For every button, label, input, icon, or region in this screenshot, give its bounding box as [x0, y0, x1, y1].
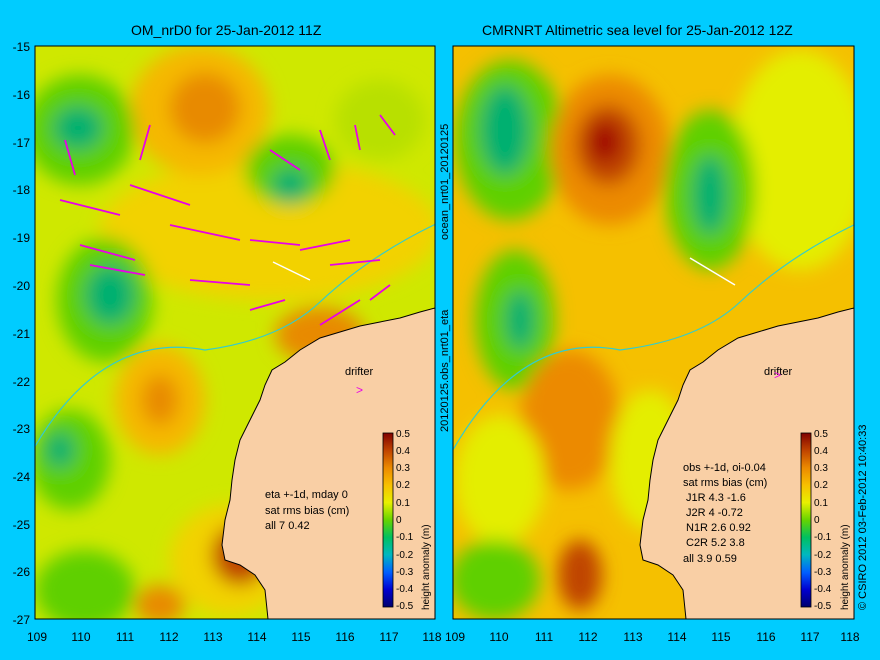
y-tick: -23	[13, 422, 31, 436]
y-tick: -26	[13, 565, 31, 579]
right-colorbar: 0.5 0.4 0.3 0.2 0.1 0 -0.1 -0.2 -0.3 -0.…	[800, 429, 851, 612]
right-cb-tick: -0.3	[814, 567, 832, 578]
right-drifter-label: drifter	[764, 366, 792, 378]
left-map-title: OM_nrD0 for 25-Jan-2012 11Z	[131, 22, 322, 38]
x-tick: 114	[667, 630, 686, 644]
right-map: drifter > obs +-1d, oi-0.04 sat rms bias…	[453, 46, 854, 619]
right-transect-line	[689, 257, 736, 286]
right-stats-row: N1R 2.6 0.92	[686, 522, 751, 534]
right-shelf-contour	[453, 224, 854, 452]
x-tick: 110	[489, 630, 508, 644]
y-tick: -21	[13, 327, 31, 341]
right-cb-tick: 0.1	[814, 498, 828, 509]
right-stats-line-1: obs +-1d, oi-0.04	[683, 462, 766, 474]
left-cb-tick: -0.1	[396, 532, 414, 543]
x-tick: 118	[840, 630, 859, 644]
x-tick: 112	[578, 630, 597, 644]
left-colorbar: 0.5 0.4 0.3 0.2 0.1 0 -0.1 -0.2 -0.3 -0.…	[382, 429, 432, 612]
left-cb-tick: 0.5	[396, 429, 410, 440]
right-cb-tick: 0	[814, 515, 820, 526]
copyright-label: © CSIRO 2012 03-Feb-2012 10:40:33	[857, 425, 869, 610]
right-cb-tick: 0.4	[814, 446, 828, 457]
y-tick: -18	[13, 183, 31, 197]
x-tick: 117	[379, 630, 398, 644]
x-tick: 115	[711, 630, 730, 644]
right-map-title: CMRNRT Altimetric sea level for 25-Jan-2…	[482, 22, 793, 38]
x-tick: 111	[535, 630, 554, 644]
left-colorbar-label: height anomaly (m)	[421, 524, 432, 610]
x-tick: 116	[756, 630, 775, 644]
y-tick: -16	[13, 88, 31, 102]
left-drifter: drifter >	[345, 366, 373, 397]
right-colorbar-label: height anomaly (m)	[840, 524, 851, 610]
obs-run-label: 20120125.obs_nrt01_eta	[439, 309, 451, 432]
right-stats-row: all 3.9 0.59	[683, 553, 737, 565]
y-tick: -19	[13, 231, 31, 245]
left-drifter-arrow: >	[356, 383, 363, 397]
left-stats-box: eta +-1d, mday 0 sat rms bias (cm) all 7…	[265, 489, 349, 532]
x-tick: 113	[203, 630, 222, 644]
left-stats-line-2: sat rms bias (cm)	[265, 505, 349, 517]
right-stats-row: J2R 4 -0.72	[686, 507, 743, 519]
right-stats-row: C2R 5.2 3.8	[686, 537, 745, 549]
left-cb-tick: -0.2	[396, 550, 414, 561]
left-stats-line-1: eta +-1d, mday 0	[265, 489, 348, 501]
left-cb-tick: -0.3	[396, 567, 414, 578]
left-cb-tick: 0	[396, 515, 402, 526]
left-map-frame	[34, 45, 436, 620]
x-tick: 110	[71, 630, 90, 644]
left-map: drifter > eta +-1d, mday 0 sat rms bias …	[35, 46, 435, 619]
left-transect-line	[272, 261, 311, 281]
y-tick: -20	[13, 279, 31, 293]
x-tick: 109	[445, 630, 465, 644]
x-tick: 109	[27, 630, 47, 644]
x-tick: 112	[159, 630, 178, 644]
right-x-axis-labels: 109 110 111 112 113 114 115 116 117 118	[445, 630, 860, 644]
x-tick: 113	[623, 630, 642, 644]
right-cb-tick: -0.2	[814, 550, 832, 561]
y-tick: -22	[13, 375, 31, 389]
y-axis-labels: -15 -16 -17 -18 -19 -20 -21 -22 -23 -24 …	[13, 40, 31, 627]
x-tick: 115	[291, 630, 310, 644]
left-x-axis-labels: 109 110 111 112 113 114 115 116 117 118	[27, 630, 442, 644]
left-cb-tick: -0.4	[396, 584, 414, 595]
right-cb-tick: 0.3	[814, 463, 828, 474]
left-drifter-label: drifter	[345, 366, 373, 378]
left-cb-tick: 0.1	[396, 498, 410, 509]
right-cb-tick: 0.5	[814, 429, 828, 440]
right-cb-tick: -0.1	[814, 532, 832, 543]
x-tick: 118	[422, 630, 441, 644]
x-tick: 117	[800, 630, 819, 644]
right-drifter-arrow: >	[774, 368, 781, 382]
right-stats-line-2: sat rms bias (cm)	[683, 477, 767, 489]
left-stats-line-3: all 7 0.42	[265, 520, 310, 532]
right-cb-tick: -0.4	[814, 584, 832, 595]
left-cb-tick: 0.4	[396, 446, 410, 457]
y-tick: -15	[13, 40, 31, 54]
right-anomaly-field	[453, 50, 854, 619]
x-tick: 111	[116, 630, 135, 644]
right-coastline-land	[639, 307, 854, 619]
right-map-frame	[452, 45, 855, 620]
right-stats-row: J1R 4.3 -1.6	[686, 492, 746, 504]
current-arrows	[59, 114, 396, 326]
y-tick: -24	[13, 470, 31, 484]
y-tick: -27	[13, 613, 31, 627]
model-run-label: ocean_nrt01_20120125	[439, 124, 451, 240]
x-tick: 116	[335, 630, 354, 644]
right-cb-tick: -0.5	[814, 601, 832, 612]
left-cb-tick: 0.2	[396, 480, 410, 491]
y-tick: -25	[13, 518, 31, 532]
right-cb-tick: 0.2	[814, 480, 828, 491]
x-tick: 114	[247, 630, 266, 644]
left-cb-tick: -0.5	[396, 601, 414, 612]
right-stats-box: obs +-1d, oi-0.04 sat rms bias (cm) J1R …	[683, 462, 767, 565]
left-cb-tick: 0.3	[396, 463, 410, 474]
y-tick: -17	[13, 136, 31, 150]
left-coastline-land	[221, 307, 435, 619]
right-drifter: drifter >	[764, 366, 792, 382]
